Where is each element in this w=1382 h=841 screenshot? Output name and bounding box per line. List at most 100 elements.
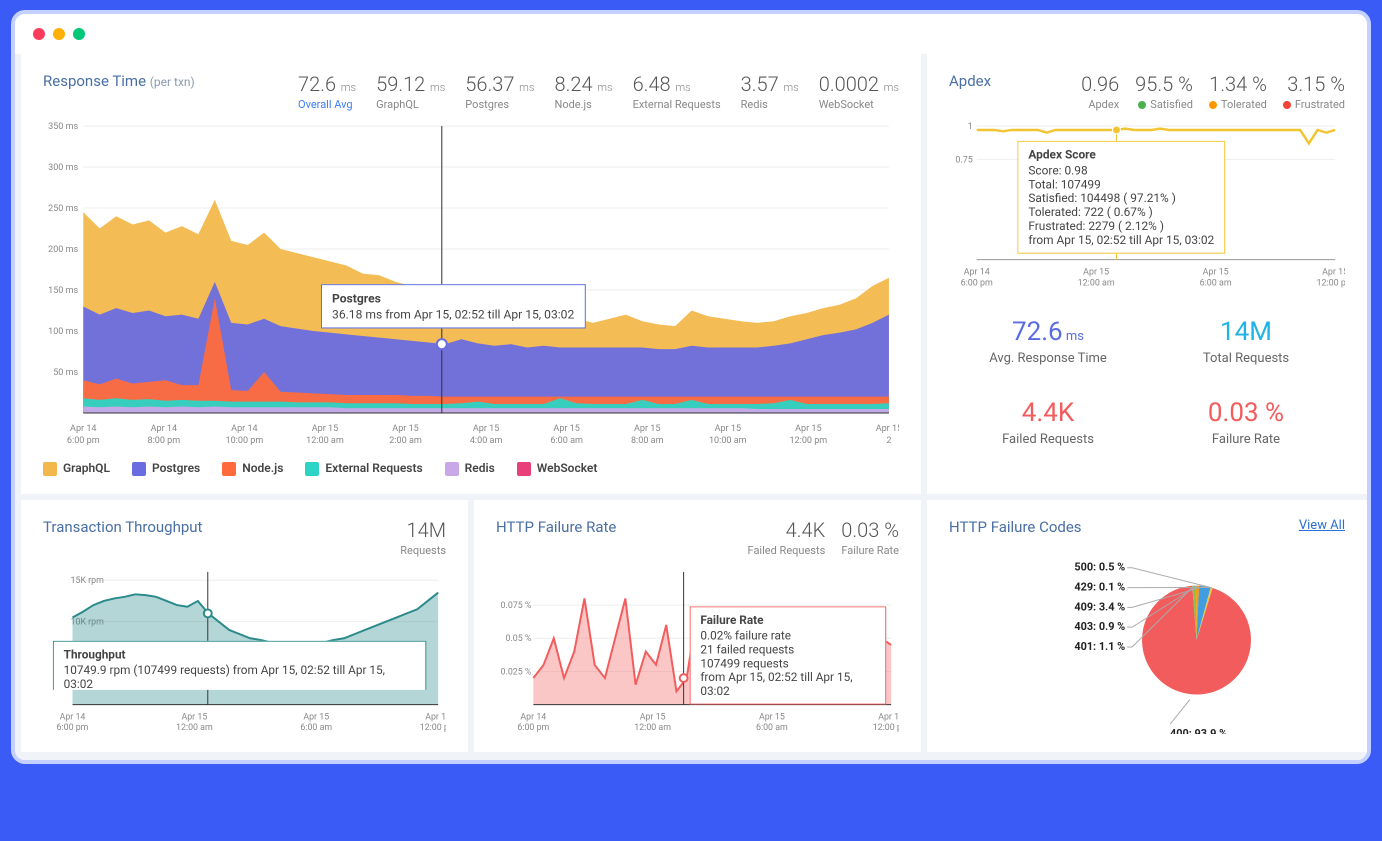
failure-kpi-1: 0.03 %Failure Rate <box>841 518 899 557</box>
failure-rate-panel: HTTP Failure Rate 4.4KFailed Requests 0.0… <box>474 500 921 752</box>
svg-text:6:00 am: 6:00 am <box>550 436 583 446</box>
response-chart[interactable]: 50 ms 100 ms 150 ms 200 ms 250 ms 300 ms 350 m… <box>43 121 899 453</box>
response-title: Response Time (per txn) <box>43 72 276 90</box>
bigstat-1: 14M Total Requests <box>1147 301 1345 382</box>
svg-text:10:00 am: 10:00 am <box>709 436 747 446</box>
legend-item[interactable]: External Requests <box>305 461 422 476</box>
response-legend: GraphQL Postgres Node.js External Requests R… <box>43 461 899 476</box>
svg-text:8:00 am: 8:00 am <box>631 436 664 446</box>
svg-text:400: 93.9 %: 400: 93.9 % <box>1170 727 1227 734</box>
codes-title: HTTP Failure Codes <box>949 518 1277 536</box>
svg-text:2:00 am: 2:00 am <box>389 436 422 446</box>
svg-text:0.075 %: 0.075 % <box>501 601 532 611</box>
legend-item[interactable]: WebSocket <box>517 461 598 476</box>
apdex-kpi-0: 0.96Apdex <box>1081 72 1119 111</box>
response-kpi-2: 56.37 msPostgres <box>465 72 534 111</box>
bigstat-3: 0.03 % Failure Rate <box>1147 382 1345 463</box>
throughput-header: Transaction Throughput 14M Requests <box>43 518 446 557</box>
svg-text:Apr 15: Apr 15 <box>425 713 446 723</box>
apdex-header: Apdex 0.96Apdex95.5 %Satisfied1.34 %Tole… <box>949 72 1345 111</box>
svg-text:Apr 14: Apr 14 <box>520 713 546 723</box>
svg-text:300 ms: 300 ms <box>48 163 78 173</box>
apdex-kpi-2: 1.34 %Tolerated <box>1209 72 1267 111</box>
svg-text:429: 0.1 %: 429: 0.1 % <box>1074 581 1125 594</box>
zoom-icon[interactable] <box>73 28 85 40</box>
response-kpi-0: 72.6 msOverall Avg <box>298 72 356 111</box>
svg-text:Apr 15: Apr 15 <box>181 713 207 723</box>
throughput-kpi: 14M Requests <box>400 518 446 557</box>
svg-text:Apr 15: Apr 15 <box>312 424 338 434</box>
svg-text:Apr 15: Apr 15 <box>1203 267 1229 277</box>
svg-text:Apr 14: Apr 14 <box>964 267 990 277</box>
legend-item[interactable]: GraphQL <box>43 461 110 476</box>
svg-text:Apr 15: Apr 15 <box>1083 267 1109 277</box>
legend-item[interactable]: Redis <box>445 461 495 476</box>
svg-text:350 ms: 350 ms <box>48 122 78 132</box>
response-kpi-5: 3.57 msRedis <box>741 72 799 111</box>
svg-text:Apr 15: Apr 15 <box>1322 267 1345 277</box>
failure-codes-panel: HTTP Failure Codes View All 500: 0.5 % 42… <box>927 500 1367 752</box>
response-kpi-1: 59.12 msGraphQL <box>376 72 445 111</box>
response-kpi-4: 6.48 msExternal Requests <box>633 72 721 111</box>
svg-text:0.025 %: 0.025 % <box>501 668 532 678</box>
svg-text:6:00 am: 6:00 am <box>300 723 332 733</box>
codes-chart[interactable]: 500: 0.5 % 429: 0.1 % 409: 3.4 % 403: 0.9 %… <box>949 546 1345 734</box>
bigstat-0: 72.6 msAvg. Response Time <box>949 301 1147 382</box>
codes-header: HTTP Failure Codes View All <box>949 518 1345 536</box>
minimize-icon[interactable] <box>53 28 65 40</box>
svg-text:15K rpm: 15K rpm <box>71 576 105 586</box>
svg-text:12:00 pm: 12:00 pm <box>1317 278 1345 288</box>
svg-text:250 ms: 250 ms <box>48 204 78 214</box>
response-kpi-3: 8.24 msNode.js <box>554 72 612 111</box>
svg-text:Apr 15: Apr 15 <box>876 424 899 434</box>
titlebar <box>15 14 1367 54</box>
apdex-kpi-1: 95.5 %Satisfied <box>1135 72 1193 111</box>
apdex-chart[interactable]: 0.751Apr 146:00 pmApr 1512:00 amApr 156:… <box>949 121 1345 289</box>
svg-text:Apr 15: Apr 15 <box>303 713 329 723</box>
svg-text:12:00 am: 12:00 am <box>634 723 671 733</box>
svg-text:Apr 14: Apr 14 <box>70 424 96 434</box>
throughput-chart[interactable]: 10K rpm15K rpmApr 146:00 pmApr 1512:00 a… <box>43 567 446 734</box>
response-kpi-6: 0.0002 msWebSocket <box>819 72 899 111</box>
svg-text:12:00 am: 12:00 am <box>176 723 213 733</box>
svg-text:Apr 15: Apr 15 <box>759 713 785 723</box>
svg-text:12:00 am: 12:00 am <box>1078 278 1115 288</box>
svg-text:8:00 pm: 8:00 pm <box>147 436 180 446</box>
svg-text:409: 3.4 %: 409: 3.4 % <box>1074 601 1125 614</box>
response-time-panel: Response Time (per txn) 72.6 msOverall A… <box>21 54 921 494</box>
svg-text:Apr 15: Apr 15 <box>795 424 821 434</box>
svg-text:150 ms: 150 ms <box>48 286 78 296</box>
legend-item[interactable]: Postgres <box>132 461 200 476</box>
throughput-panel: Transaction Throughput 14M Requests 10K … <box>21 500 468 752</box>
svg-text:Apr 15: Apr 15 <box>392 424 418 434</box>
svg-text:0.75: 0.75 <box>955 155 972 165</box>
svg-text:50 ms: 50 ms <box>53 368 78 378</box>
legend-item[interactable]: Node.js <box>222 461 283 476</box>
svg-text:12:00 pm: 12:00 pm <box>420 723 446 733</box>
svg-text:2: 2 <box>886 436 891 446</box>
svg-text:100 ms: 100 ms <box>48 327 78 337</box>
svg-text:6:00 am: 6:00 am <box>1200 278 1232 288</box>
svg-text:Apr 15: Apr 15 <box>473 424 499 434</box>
svg-text:6:00 pm: 6:00 pm <box>961 278 993 288</box>
svg-text:6:00 am: 6:00 am <box>756 723 788 733</box>
svg-text:500: 0.5 %: 500: 0.5 % <box>1074 561 1125 574</box>
failure-title: HTTP Failure Rate <box>496 518 726 536</box>
svg-text:200 ms: 200 ms <box>48 245 78 255</box>
svg-text:6:00 pm: 6:00 pm <box>57 723 89 733</box>
svg-text:Apr 14: Apr 14 <box>60 713 86 723</box>
app-window: Response Time (per txn) 72.6 msOverall A… <box>11 10 1371 764</box>
failure-chart[interactable]: 0.025 %0.05 %0.075 %Apr 146:00 pmApr 151… <box>496 567 899 734</box>
svg-text:12:00 pm: 12:00 pm <box>873 723 899 733</box>
svg-text:Apr 15: Apr 15 <box>715 424 741 434</box>
view-all-link[interactable]: View All <box>1299 518 1345 533</box>
failure-kpi-0: 4.4KFailed Requests <box>748 518 826 557</box>
bigstat-2: 4.4K Failed Requests <box>949 382 1147 463</box>
svg-text:Apr 14: Apr 14 <box>231 424 257 434</box>
throughput-title: Transaction Throughput <box>43 518 378 536</box>
svg-text:Apr 14: Apr 14 <box>151 424 177 434</box>
close-icon[interactable] <box>33 28 45 40</box>
apdex-bigstats: 72.6 msAvg. Response Time14M Total Reque… <box>949 301 1345 463</box>
svg-text:403: 0.9 %: 403: 0.9 % <box>1074 620 1125 633</box>
failure-header: HTTP Failure Rate 4.4KFailed Requests 0.0… <box>496 518 899 557</box>
